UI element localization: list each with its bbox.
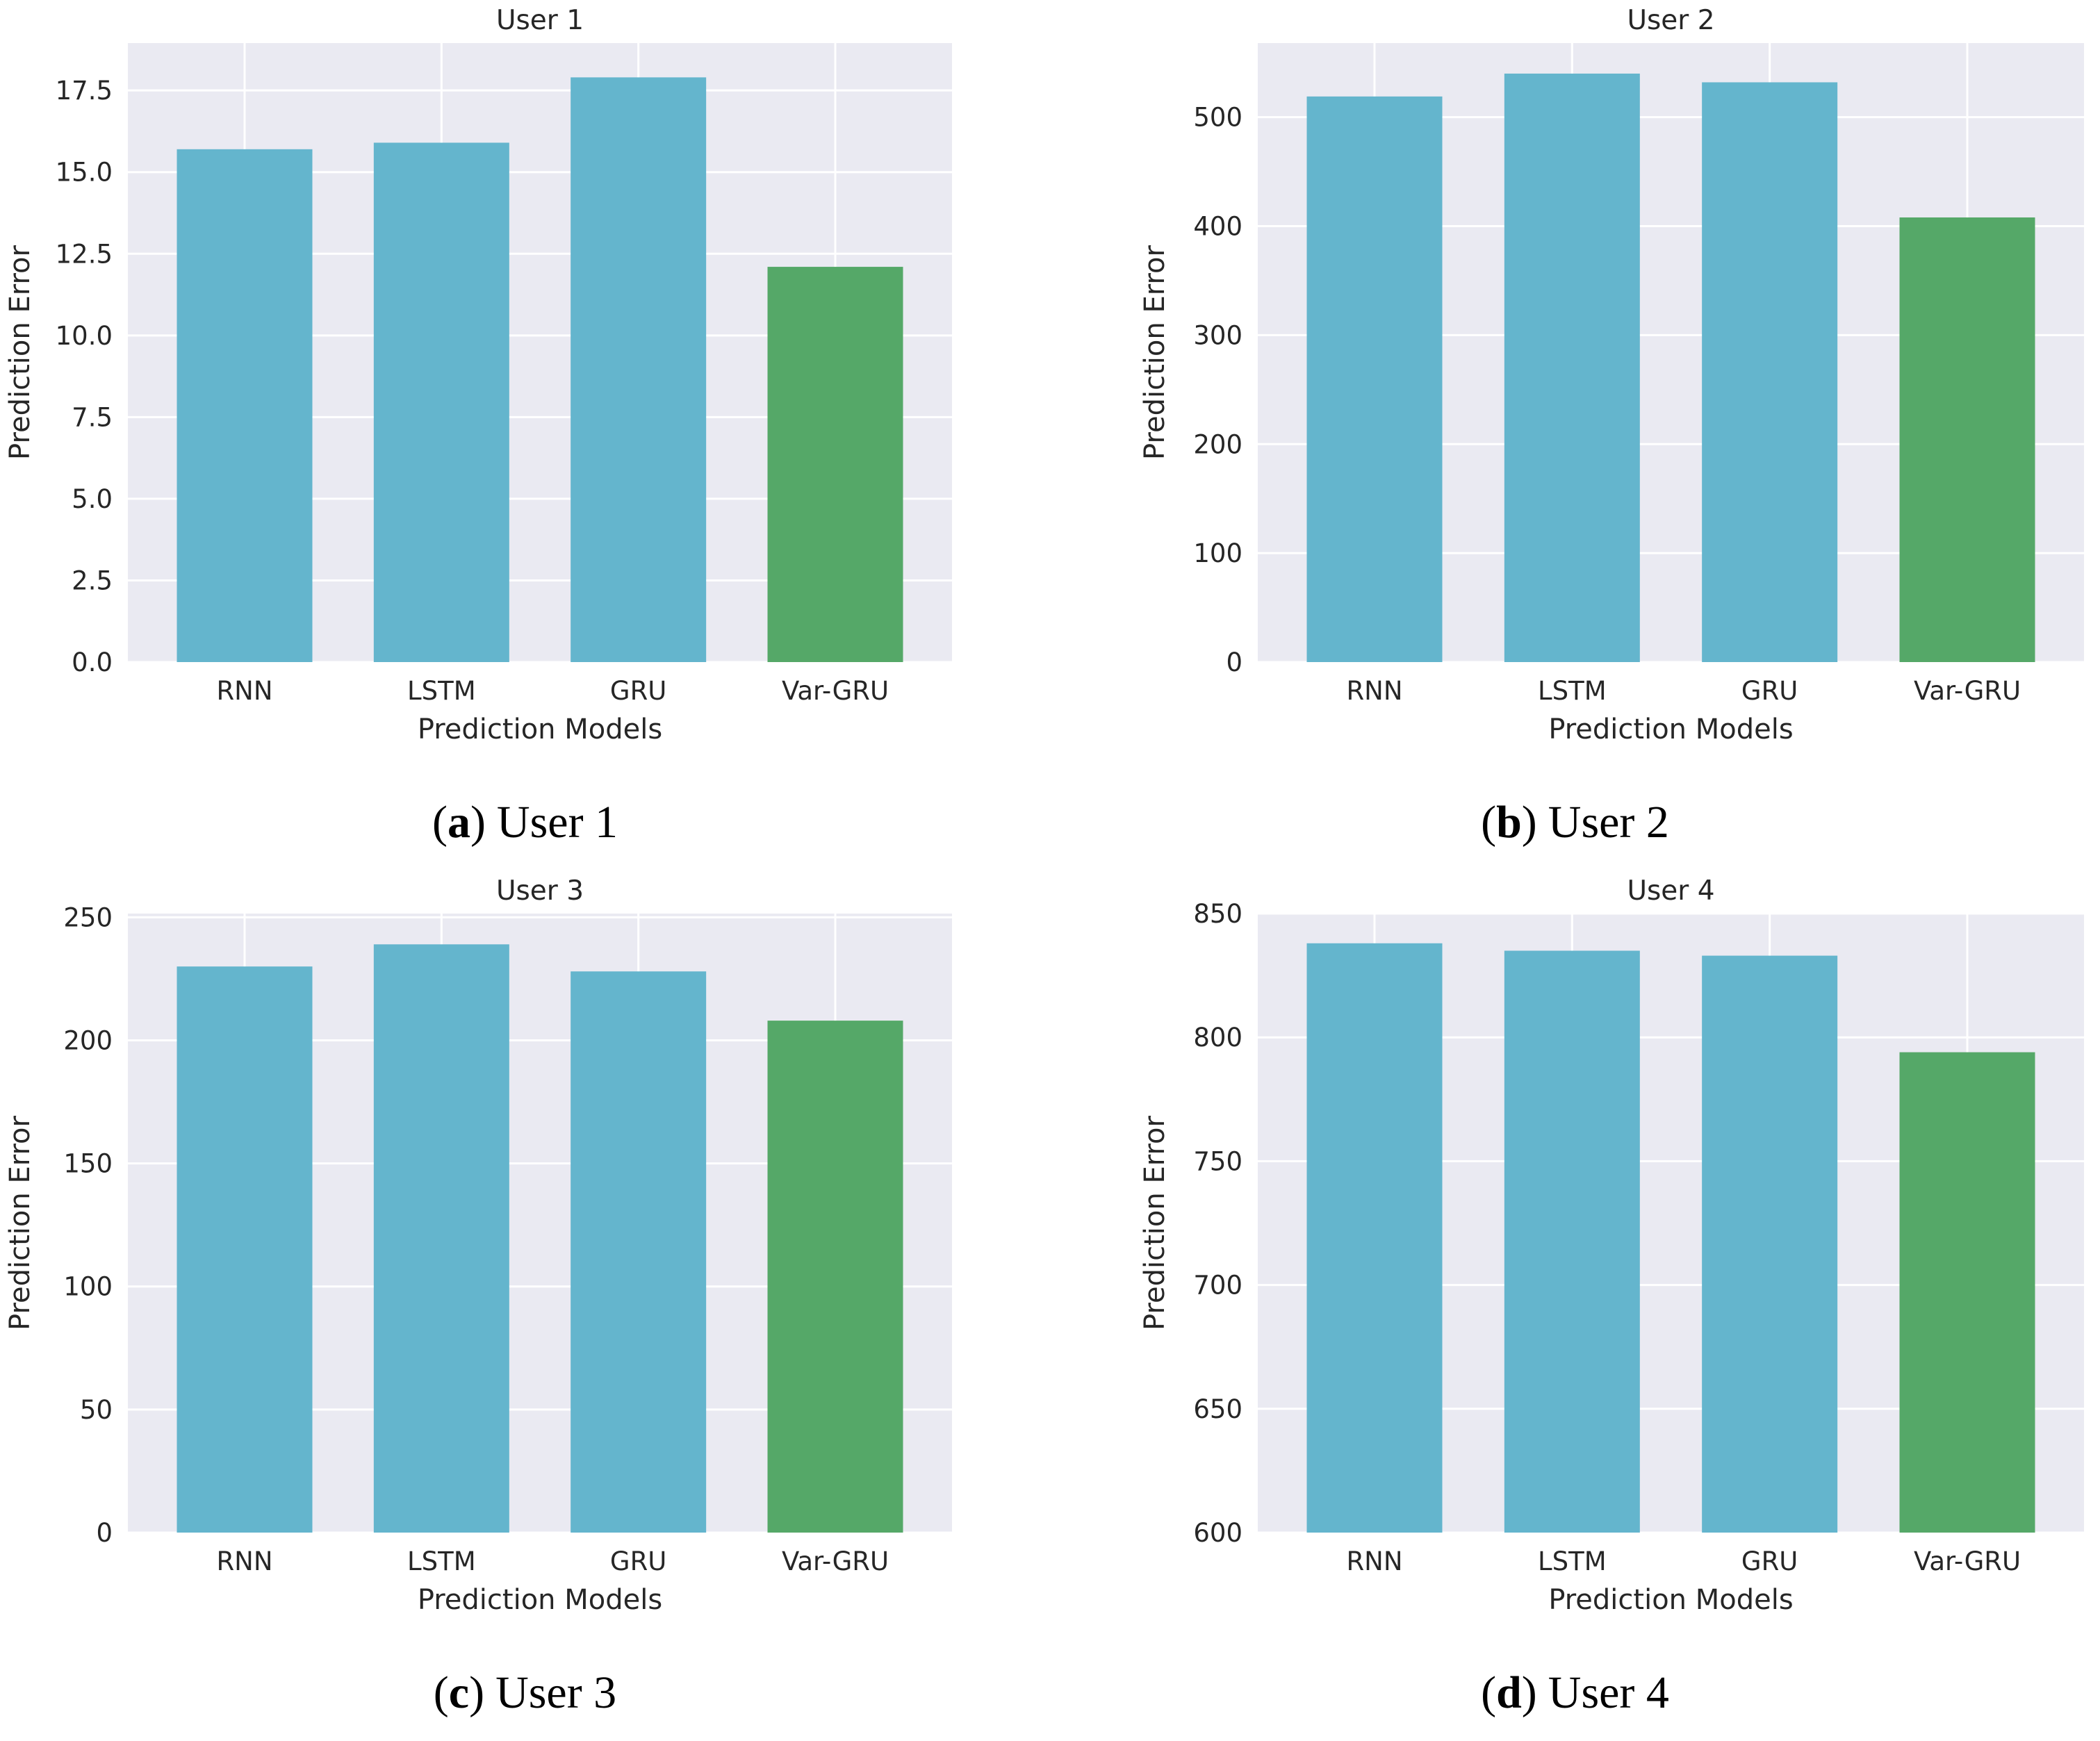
- bar-gru: [571, 77, 707, 663]
- caption-letter: d: [1496, 1667, 1522, 1718]
- caption-paren-open: (: [433, 1667, 449, 1718]
- xtick-label-gru: GRU: [1741, 1546, 1798, 1576]
- xtick-label-gru: GRU: [610, 676, 666, 706]
- chart-title: User 1: [496, 5, 584, 36]
- xtick-label-rnn: RNN: [216, 1546, 272, 1576]
- xtick-label-lstm: LSTM: [1538, 676, 1607, 706]
- caption-letter: c: [448, 1667, 470, 1718]
- bar-var-gru: [767, 267, 903, 662]
- xtick-label-gru: GRU: [1741, 676, 1798, 706]
- bar-var-gru: [1899, 1052, 2035, 1533]
- ytick-label-300: 300: [1193, 320, 1242, 350]
- bar-rnn: [177, 966, 313, 1533]
- xtick-label-rnn: RNN: [1346, 1546, 1402, 1576]
- ytick-label-100: 100: [63, 1272, 113, 1302]
- ytick-label-500: 500: [1193, 103, 1242, 133]
- xtick-label-lstm: LSTM: [407, 676, 476, 706]
- ytick-label-400: 400: [1193, 212, 1242, 242]
- ytick-label-2.5: 2.5: [72, 566, 113, 595]
- ytick-label-10.0: 10.0: [56, 321, 113, 351]
- ytick-label-600: 600: [1193, 1518, 1242, 1548]
- caption-paren-close: ): [1521, 797, 1537, 848]
- ytick-label-17.5: 17.5: [56, 76, 113, 106]
- ytick-label-0: 0: [96, 1518, 113, 1548]
- chart-user-3: 0 50 100 150 200 250 RNN LSTM GRU Var-GRU Predicti…: [4, 875, 952, 1616]
- bar-gru: [1702, 82, 1838, 663]
- caption-text: User 3: [495, 1667, 617, 1718]
- ytick-label-0.0: 0.0: [72, 647, 113, 677]
- bar-var-gru: [767, 1021, 903, 1533]
- chart-user-4: 600 650 700 750 800 850 RNN LSTM GRU Var-GRU Predi…: [1139, 875, 2084, 1616]
- chart-user-2: 0 100 200 300 400 500 RNN LSTM GRU Var-GRU Predict…: [1139, 5, 2084, 745]
- caption-user-3: (c) User 3: [0, 1645, 1050, 1741]
- xtick-label-lstm: LSTM: [407, 1546, 476, 1576]
- chart-title: User 4: [1627, 875, 1714, 907]
- y-axis-label: Prediction Error: [4, 1115, 36, 1330]
- caption-paren-open: (: [1481, 797, 1497, 848]
- ytick-label-800: 800: [1193, 1023, 1242, 1053]
- caption-paren-open: (: [432, 797, 448, 848]
- chart-cell-user-4: 600 650 700 750 800 850 RNN LSTM GRU Var-GRU Predi…: [1050, 870, 2100, 1741]
- xtick-label-var-gru: Var-GRU: [1914, 1546, 2021, 1576]
- caption-paren-open: (: [1481, 1667, 1497, 1718]
- bar-rnn: [1306, 943, 1443, 1533]
- ytick-label-850: 850: [1193, 899, 1242, 929]
- xtick-label-lstm: LSTM: [1538, 1546, 1607, 1576]
- caption-text: User 4: [1548, 1667, 1669, 1718]
- ytick-label-0: 0: [1226, 647, 1242, 677]
- bar-rnn: [177, 149, 313, 662]
- ytick-label-15.0: 15.0: [56, 158, 113, 188]
- caption-paren-close: ): [1521, 1667, 1537, 1718]
- bar-var-gru: [1899, 217, 2035, 662]
- x-axis-label: Prediction Models: [1548, 1584, 1793, 1616]
- bar-gru: [1702, 955, 1838, 1533]
- bar-lstm: [373, 944, 509, 1533]
- caption-paren-close: ): [470, 797, 486, 848]
- ytick-label-12.5: 12.5: [56, 239, 113, 269]
- xtick-label-gru: GRU: [610, 1546, 666, 1576]
- ytick-label-7.5: 7.5: [72, 402, 113, 432]
- chart-cell-user-1: 0.0 2.5 5.0 7.5 10.0 12.5 15.0 17.5 RNN LSTM GRU Va…: [0, 0, 1050, 870]
- caption-letter: b: [1496, 797, 1522, 848]
- ytick-label-5.0: 5.0: [72, 484, 113, 514]
- x-axis-label: Prediction Models: [1548, 713, 1793, 745]
- caption-user-4: (d) User 4: [1050, 1645, 2100, 1741]
- ytick-label-250: 250: [63, 902, 113, 932]
- ytick-label-650: 650: [1193, 1394, 1242, 1424]
- caption-user-2: (b) User 2: [1050, 775, 2100, 870]
- bar-gru: [571, 971, 707, 1533]
- caption-letter: a: [447, 797, 470, 848]
- bar-lstm: [1504, 73, 1640, 662]
- xtick-label-var-gru: Var-GRU: [782, 676, 889, 706]
- bar-lstm: [373, 142, 509, 663]
- chart-cell-user-3: 0 50 100 150 200 250 RNN LSTM GRU Var-GRU Predicti…: [0, 870, 1050, 1741]
- chart-cell-user-2: 0 100 200 300 400 500 RNN LSTM GRU Var-GRU Predict…: [1050, 0, 2100, 870]
- x-axis-label: Prediction Models: [418, 713, 662, 745]
- ytick-label-150: 150: [63, 1149, 113, 1179]
- bar-rnn: [1306, 96, 1443, 662]
- xtick-label-var-gru: Var-GRU: [782, 1546, 889, 1576]
- x-axis-label: Prediction Models: [418, 1584, 662, 1616]
- ytick-label-700: 700: [1193, 1271, 1242, 1301]
- ytick-label-200: 200: [63, 1025, 113, 1055]
- xtick-label-rnn: RNN: [216, 676, 272, 706]
- xtick-label-var-gru: Var-GRU: [1914, 676, 2021, 706]
- xtick-label-rnn: RNN: [1346, 676, 1402, 706]
- caption-text: User 1: [496, 797, 618, 848]
- chart-user-1: 0.0 2.5 5.0 7.5 10.0 12.5 15.0 17.5 RNN LSTM GRU Va…: [4, 5, 952, 745]
- ytick-label-100: 100: [1193, 538, 1242, 568]
- y-axis-label: Prediction Error: [4, 245, 36, 459]
- y-axis-label: Prediction Error: [1139, 245, 1171, 459]
- chart-title: User 3: [496, 875, 584, 907]
- y-axis-label: Prediction Error: [1139, 1115, 1171, 1330]
- chart-title: User 2: [1627, 5, 1714, 36]
- ytick-label-750: 750: [1193, 1146, 1242, 1176]
- caption-paren-close: ): [469, 1667, 485, 1718]
- caption-user-1: (a) User 1: [0, 775, 1050, 870]
- ytick-label-200: 200: [1193, 429, 1242, 459]
- caption-text: User 2: [1548, 797, 1669, 848]
- bar-lstm: [1504, 950, 1640, 1533]
- ytick-label-50: 50: [80, 1395, 113, 1425]
